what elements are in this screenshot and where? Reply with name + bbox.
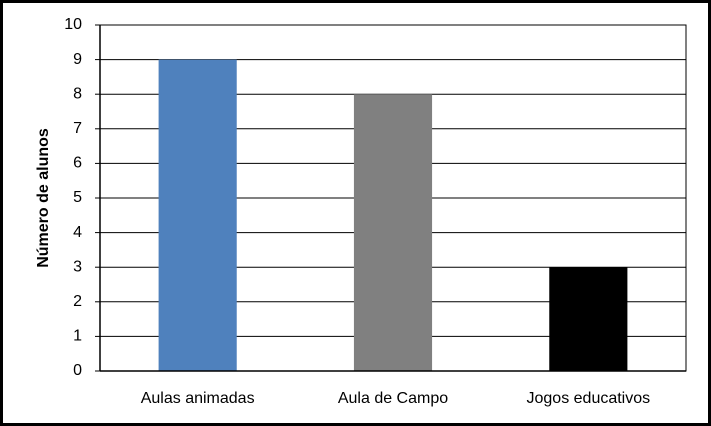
y-tick-label: 10 [64,16,82,33]
y-tick-label: 4 [73,224,82,241]
x-tick-label: Jogos educativos [527,390,651,407]
y-tick-label: 8 [73,85,82,102]
y-tick-label: 0 [73,362,82,379]
y-tick-label: 9 [73,51,82,68]
y-tick-label: 3 [73,258,82,275]
bar [353,94,433,371]
y-axis-label: Número de alunos [35,128,52,268]
y-tick-label: 7 [73,120,82,137]
y-tick-label: 6 [73,155,82,172]
y-tick-label: 1 [73,328,82,345]
y-tick-label: 2 [73,293,82,310]
bar [158,59,237,371]
x-tick-label: Aulas animadas [141,390,255,407]
y-tick-label: 5 [73,189,82,206]
bar [549,267,628,371]
x-tick-label: Aula de Campo [338,390,448,407]
